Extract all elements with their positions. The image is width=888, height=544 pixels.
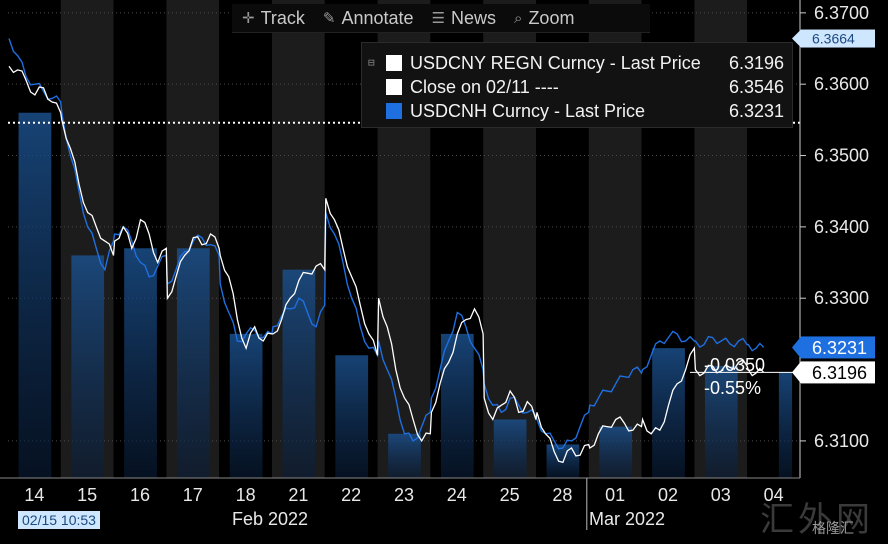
y-tick-label: 6.3600: [814, 74, 869, 94]
y-tick-label: 6.3500: [814, 146, 869, 166]
magnifier-icon: ⌕: [514, 9, 523, 27]
legend-item-close[interactable]: Close on 02/11 ---- 6.3546: [362, 75, 792, 99]
day-area-bar: [704, 365, 738, 478]
legend-collapse-icon[interactable]: ⊟: [368, 56, 375, 69]
annotate-label: Annotate: [341, 7, 414, 28]
x-day-label: 01: [605, 485, 625, 505]
legend-value-close: 6.3546: [728, 76, 784, 97]
crosshair-icon: ✛: [242, 9, 255, 27]
usdcny-last-badge-pointer: [792, 361, 801, 384]
x-day-label: 22: [341, 485, 361, 505]
day-area-bar: [282, 269, 316, 478]
x-day-label: 16: [130, 485, 150, 505]
news-button[interactable]: ☰ News: [432, 8, 496, 29]
x-month-label: Feb 2022: [232, 509, 308, 529]
x-day-label: 04: [764, 485, 784, 505]
series-line-usdcnh: [8, 38, 765, 450]
track-button[interactable]: ✛ Track: [242, 8, 305, 29]
day-area-bar: [778, 372, 793, 478]
usdcnh-last-badge: 6.3231: [792, 336, 875, 359]
brand-logo-text: 格隆汇: [812, 520, 854, 536]
pencil-icon: ✎: [322, 9, 336, 27]
day-area-bar: [440, 333, 474, 478]
x-day-label: 23: [394, 485, 414, 505]
track-label: Track: [260, 7, 305, 28]
change-label: -0.55%: [704, 378, 761, 398]
day-area-bar: [652, 348, 685, 478]
x-day-label: 24: [447, 485, 467, 505]
x-day-label: 21: [288, 485, 308, 505]
day-area-bar: [124, 248, 157, 478]
y-tick-label: 6.3400: [814, 217, 869, 237]
legend-value-usdcnh: 6.3231: [728, 100, 784, 121]
usdcny-last-badge-text: 6.3196: [812, 363, 867, 383]
day-area-bar: [335, 355, 369, 478]
high-value-badge-text: 6.3664: [812, 31, 855, 47]
x-day-label: 14: [24, 485, 44, 505]
legend-swatch-close: [386, 79, 402, 95]
day-area-bar: [599, 426, 633, 478]
chart-legend: ⊟ USDCNY REGN Curncy - Last Price 6.3196…: [361, 42, 793, 128]
legend-name-close: Close on 02/11 ----: [410, 76, 559, 97]
legend-value-usdcny: 6.3196: [728, 52, 784, 73]
legend-swatch-usdcny: [386, 55, 402, 71]
x-day-label: 18: [236, 485, 256, 505]
y-tick-label: 6.3700: [814, 3, 869, 23]
chart-toolbar: ✛ Track ✎ Annotate ☰ News ⌕ Zoom: [232, 4, 650, 33]
news-icon: ☰: [431, 9, 446, 27]
day-area-bar: [229, 333, 263, 478]
day-area-bar: [71, 255, 105, 478]
high-value-badge-bg: [801, 29, 875, 48]
x-day-label: 15: [77, 485, 97, 505]
legend-name-usdcny: USDCNY REGN Curncy - Last Price: [410, 52, 701, 73]
legend-name-usdcnh: USDCNH Curncy - Last Price: [410, 100, 646, 121]
x-day-label: 25: [500, 485, 520, 505]
series-line-usdcny: [8, 65, 765, 464]
legend-swatch-usdcnh: [386, 103, 402, 119]
day-area-bar: [388, 433, 421, 478]
y-tick-label: 6.3300: [814, 288, 869, 308]
change-label: -0.0350: [704, 355, 765, 375]
day-area-bar: [493, 419, 527, 478]
usdcnh-last-badge-text: 6.3231: [812, 338, 867, 358]
usdcny-last-badge: 6.3196: [792, 361, 875, 384]
x-day-label: 17: [183, 485, 203, 505]
zoom-button[interactable]: ⌕ Zoom: [514, 8, 574, 29]
usdcnh-last-badge-pointer: [792, 336, 801, 359]
y-tick-label: 6.3100: [814, 431, 869, 451]
x-day-label: 02: [658, 485, 678, 505]
day-area-bar: [176, 248, 210, 478]
legend-item-usdcny[interactable]: USDCNY REGN Curncy - Last Price 6.3196: [362, 51, 792, 75]
watermark: 汇外网: [760, 500, 874, 540]
usdcnh-last-badge-bg: [801, 336, 875, 359]
high-value-badge: 6.3664: [792, 29, 875, 48]
x-day-label: 28: [552, 485, 572, 505]
zoom-label: Zoom: [528, 7, 575, 28]
crosshair-time-badge: 02/15 10:53: [18, 511, 100, 529]
usdcny-last-badge-bg: [801, 361, 875, 384]
annotate-button[interactable]: ✎ Annotate: [323, 8, 414, 29]
legend-item-usdcnh[interactable]: USDCNH Curncy - Last Price 6.3231: [362, 99, 792, 123]
x-month-label: Mar 2022: [589, 509, 665, 529]
high-value-badge-pointer: [792, 29, 801, 48]
day-area-bar: [18, 112, 52, 479]
x-day-label: 03: [711, 485, 731, 505]
news-label: News: [451, 7, 497, 28]
